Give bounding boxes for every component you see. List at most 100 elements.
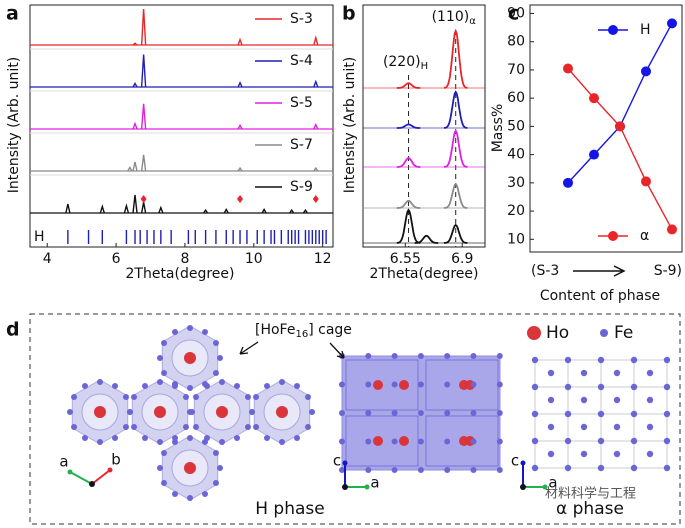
peak (396, 208, 421, 244)
y-tick-label: 60 (507, 90, 525, 106)
fe-atom (219, 439, 225, 445)
peak (140, 103, 147, 130)
peak (132, 42, 138, 46)
fe-atom (294, 434, 300, 441)
x-tick-label: 4 (43, 251, 52, 267)
fe-atom (646, 450, 654, 458)
fe-atom (187, 385, 193, 391)
arrow-head (520, 460, 526, 466)
legend-label: H (34, 229, 45, 245)
fe-atom (234, 383, 240, 390)
fe-atom (600, 329, 608, 337)
fe-atom (161, 450, 168, 456)
fe-atom (417, 353, 424, 359)
y-tick-label: 30 (507, 175, 525, 191)
peak (261, 207, 267, 214)
fe-atom (663, 356, 671, 364)
arrow-head (342, 460, 348, 466)
fe-atom (391, 353, 398, 359)
fe-atom (212, 370, 219, 376)
fe-atom (630, 383, 638, 391)
x-tick-label: 6.55 (390, 251, 421, 267)
fe-atom (597, 356, 605, 364)
panel-label: d (6, 319, 20, 341)
peak (396, 123, 421, 129)
fe-atom (97, 439, 103, 445)
fe-atom (244, 394, 251, 400)
y-tick-label: 20 (507, 203, 525, 219)
fe-atom (264, 434, 270, 441)
fe-atom (547, 369, 555, 377)
legend-label: α (640, 228, 649, 244)
fe-atom (82, 434, 88, 441)
fe-atom (202, 490, 208, 497)
fe-atom (531, 437, 539, 445)
peak (99, 204, 105, 214)
fe-atom (597, 410, 605, 418)
fe-atom (417, 438, 424, 445)
fe-atom (365, 467, 372, 473)
peak (443, 223, 468, 244)
ho-atom (399, 436, 409, 446)
ho-atom (373, 380, 383, 390)
fe-atom (496, 467, 503, 473)
pointer-arrow (329, 342, 345, 359)
fe-atom (630, 356, 638, 364)
fe-atom (391, 381, 398, 388)
fe-atom (187, 325, 193, 331)
axis-title: Intensity (Arb. unit) (342, 57, 358, 194)
fe-atom (564, 464, 572, 472)
ho-atom (184, 462, 196, 474)
phase-label: H phase (255, 499, 325, 519)
legend-label: S-3 (290, 11, 313, 27)
fe-atom (470, 410, 477, 416)
peak (203, 208, 209, 214)
point (589, 93, 599, 104)
fe-atom (182, 424, 189, 430)
ho-atom (184, 352, 196, 364)
fe-atom (97, 379, 103, 385)
fe-atom (613, 396, 621, 404)
fe-atom (142, 434, 148, 441)
peak (140, 54, 147, 88)
fe-atom (187, 495, 193, 501)
axis-title: Intensity (Arb. unit) (6, 57, 22, 194)
axis-origin (89, 481, 95, 487)
fe-atom (244, 424, 251, 430)
point (667, 224, 677, 235)
x-range-label: (S-3 (531, 263, 559, 279)
fe-atom (564, 383, 572, 391)
ho-atom (94, 406, 106, 418)
peak (289, 208, 295, 214)
fe-atom (470, 438, 477, 445)
y-tick-label: 10 (507, 231, 525, 247)
y-tick-label: 70 (507, 62, 525, 78)
phase-label: α phase (556, 499, 624, 519)
fe-atom (663, 464, 671, 472)
fe-atom (304, 394, 311, 400)
fe-atom (217, 355, 223, 361)
fe-atom (391, 467, 398, 473)
fe-atom (172, 383, 178, 390)
point (615, 121, 625, 132)
fe-atom (157, 439, 163, 445)
fe-atom (444, 381, 451, 388)
annotation: (220)H (383, 54, 428, 72)
x-tick-label: 10 (245, 251, 263, 267)
fe-atom (82, 383, 88, 390)
axis-arrow (69, 471, 93, 485)
fe-atom (339, 438, 345, 445)
fe-atom (597, 437, 605, 445)
fe-atom (646, 396, 654, 404)
fe-atom (71, 394, 78, 400)
fe-atom (217, 465, 223, 471)
peak (140, 154, 147, 172)
peak (132, 81, 138, 88)
axis-label: a (59, 453, 68, 471)
arrow-head (107, 467, 113, 473)
cage-label: [HoFe16] cage (255, 322, 352, 340)
fe-atom (531, 464, 539, 472)
fe-atom (365, 438, 372, 445)
fe-atom (391, 410, 398, 416)
peak (132, 121, 138, 130)
